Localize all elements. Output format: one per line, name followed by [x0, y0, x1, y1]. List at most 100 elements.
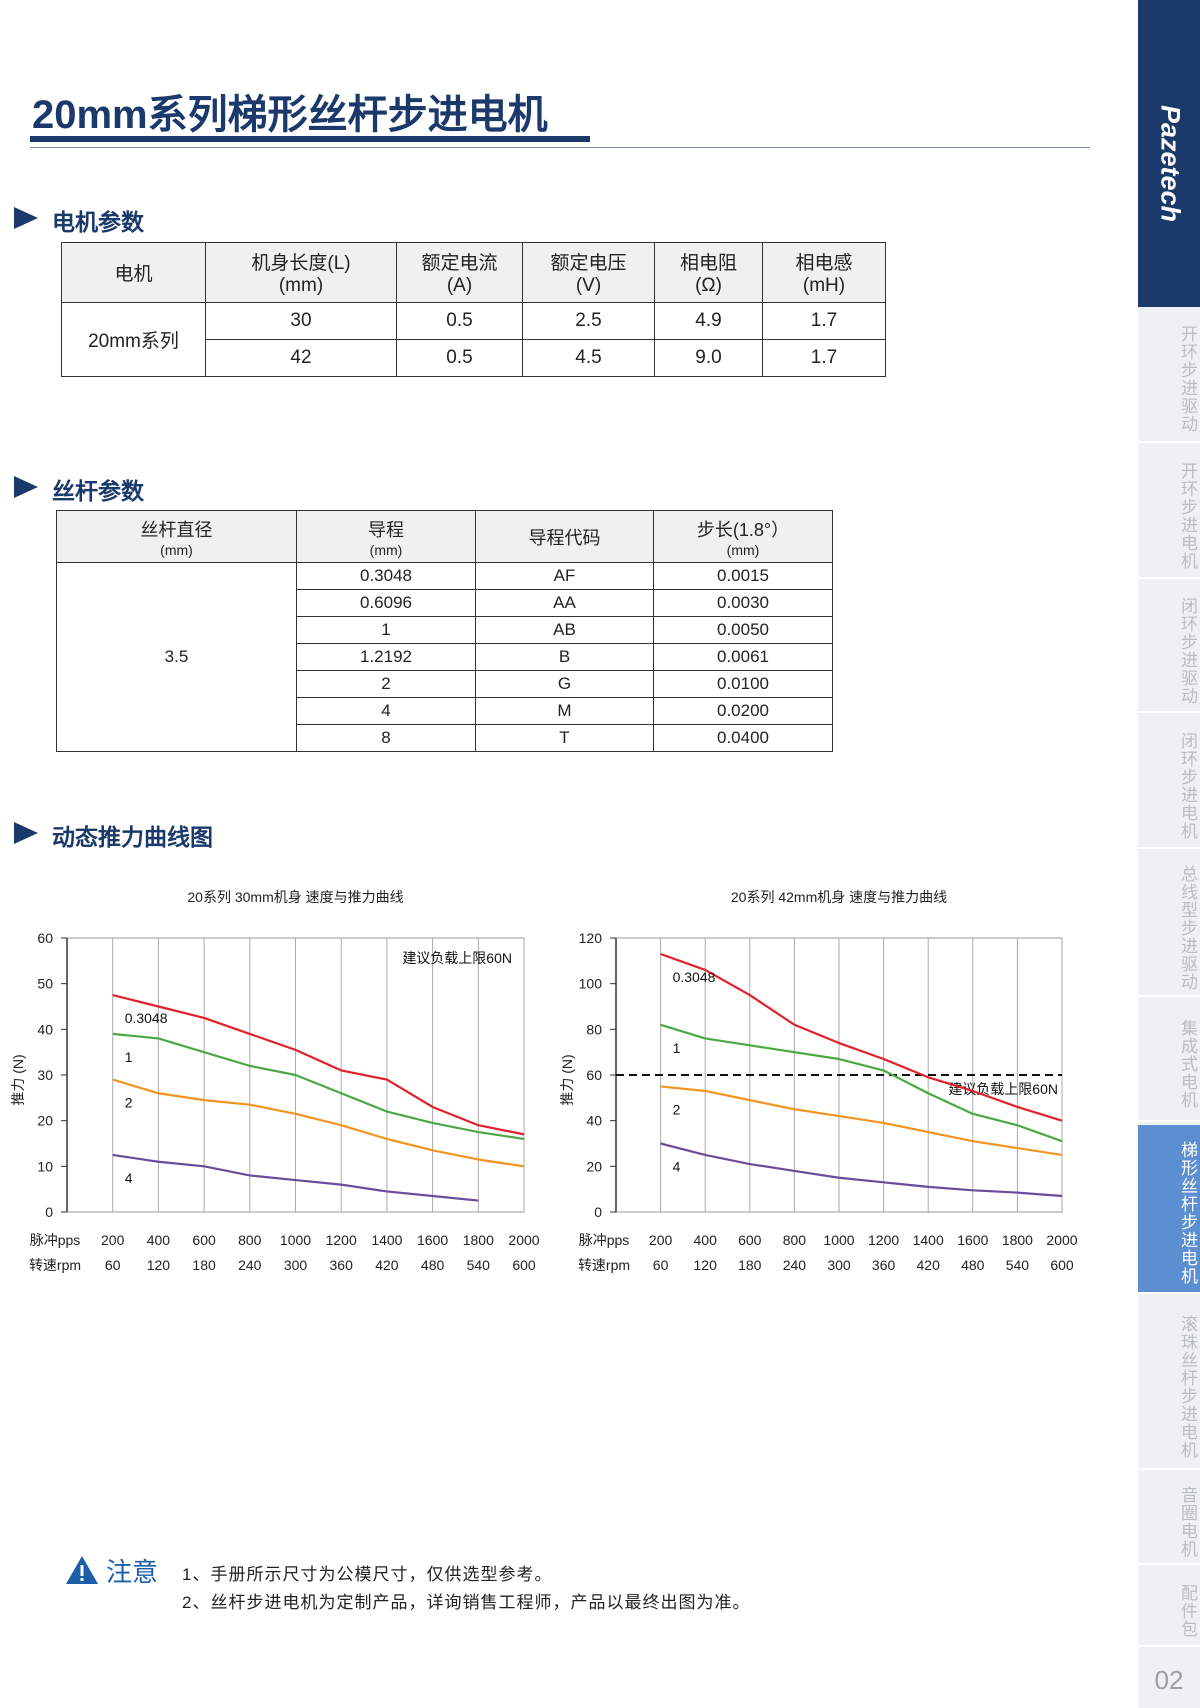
screw-table: 丝杆直径 (mm) 导程 (mm) 导程代码 步长(1.8°） (mm) 3.5 0.3048 A… — [56, 510, 833, 752]
cell: 0.0061 — [653, 643, 833, 671]
section-title: 丝杆参数 — [52, 478, 144, 504]
header-text: 相电阻 — [679, 253, 737, 274]
nav-item: 滚珠丝杆步进电机 — [1138, 1297, 1200, 1470]
row: 4 M 0.0200 — [57, 697, 833, 725]
chart-title: 20系列 30mm机身 速度与推力曲线 — [187, 889, 403, 905]
header-unit: (Ω) — [695, 275, 722, 296]
series-line — [660, 952, 1063, 1122]
x2-tick-label: 300 — [827, 1257, 851, 1273]
header-text: 步长(1.8°） — [696, 519, 790, 540]
row: 3.5 0.3048 AF 0.0015 — [56, 562, 833, 752]
header-text: 导程代码 — [528, 527, 601, 548]
section-marker — [14, 476, 38, 498]
brand-block — [1138, 0, 1200, 307]
cell: 0.0400 — [653, 724, 833, 752]
y-tick-label: 40 — [37, 1021, 53, 1037]
nav-item: 总线型步进驱动 — [1138, 852, 1200, 997]
header-unit: (mH) — [802, 275, 846, 296]
cell: 30 — [205, 302, 397, 340]
x2-tick-label: 60 — [105, 1257, 121, 1273]
page-title: 20mm系列梯形丝杆步进电机 — [32, 93, 548, 137]
nav-item: 闭环步进驱动 — [1138, 582, 1200, 713]
sidebar: Pazetech 开环步进驱动 开环步进电机 闭环步进驱动 闭环步进电机 总线型步进驱动… — [1138, 0, 1200, 1708]
x-axis-label: 脉冲pps — [30, 1232, 81, 1248]
x2-tick-label: 600 — [1050, 1257, 1074, 1273]
cell: 1.2192 — [296, 643, 476, 671]
header-unit: (mm) — [369, 541, 403, 558]
nav-item: 音圈电机 — [1138, 1473, 1200, 1565]
series-line — [112, 1153, 479, 1202]
header-cell: 步长(1.8°） (mm) — [653, 510, 833, 563]
x-tick-label: 800 — [238, 1232, 262, 1248]
series-line — [112, 994, 525, 1136]
row: 8 T 0.0400 — [57, 724, 833, 752]
x2-tick-label: 120 — [694, 1257, 718, 1273]
cell: 0.5 — [396, 339, 523, 377]
series-label: 2 — [125, 1095, 133, 1111]
series-line — [112, 1078, 525, 1168]
row: 1.2192 B 0.0061 — [57, 643, 833, 671]
cell: 4.5 — [522, 339, 655, 377]
header-unit: (mm) — [278, 275, 324, 296]
x2-tick-label: 240 — [783, 1257, 807, 1273]
cell: 1 — [296, 616, 476, 644]
x-tick-label: 2000 — [1046, 1232, 1077, 1248]
annotation: 建议负载上限60N — [402, 950, 512, 966]
nav-item: 集成式电机 — [1138, 1000, 1200, 1122]
x-tick-label: 1800 — [463, 1232, 494, 1248]
page-number: 02 — [1154, 1665, 1184, 1695]
x-tick-label: 600 — [192, 1232, 216, 1248]
x-tick-label: 600 — [738, 1232, 762, 1248]
cell: AB — [475, 616, 654, 644]
x-tick-label: 400 — [694, 1232, 718, 1248]
header-text: 额定电流 — [421, 253, 498, 274]
x-tick-label: 1200 — [326, 1232, 357, 1248]
nav-item: 配件包 — [1138, 1568, 1200, 1647]
y-tick-label: 60 — [586, 1067, 602, 1083]
cell: 0.6096 — [296, 589, 476, 617]
header-cell: 丝杆直径 (mm) — [56, 510, 297, 563]
header-text: 额定电压 — [550, 253, 627, 274]
nav-item: 开环步进电机 — [1138, 446, 1200, 579]
header-cell: 相电阻 (Ω) — [654, 242, 763, 303]
header-cell: 机身长度(L) (mm) — [205, 242, 397, 303]
section-marker — [14, 207, 38, 229]
cell: B — [475, 643, 654, 671]
header-cell: 额定电压 (V) — [522, 242, 655, 303]
row: 0.6096 AA 0.0030 — [57, 589, 833, 617]
x-tick-label: 1600 — [417, 1232, 448, 1248]
y-tick-label: 40 — [586, 1113, 602, 1129]
series-line — [112, 1032, 525, 1141]
header-text: 相电感 — [795, 253, 853, 274]
row: 2 G 0.0100 — [57, 670, 833, 698]
nav-item: 开环步进驱动 — [1138, 309, 1200, 443]
header-unit: (mm) — [726, 541, 760, 558]
header-text: 机身长度(L) — [251, 253, 351, 274]
y-tick-label: 20 — [586, 1158, 602, 1174]
brand: Pazetech — [1155, 104, 1186, 223]
section-title: 动态推力曲线图 — [52, 824, 213, 850]
header-unit: (A) — [446, 275, 473, 296]
series-label: 4 — [125, 1170, 133, 1186]
header-text: 丝杆直径 — [140, 519, 213, 540]
nav-item: 闭环步进电机 — [1138, 716, 1200, 849]
chart: 20系列 42mm机身 速度与推力曲线200604001206001808002… — [560, 889, 1078, 1273]
series-label: 1 — [673, 1040, 681, 1056]
chart-title: 20系列 42mm机身 速度与推力曲线 — [731, 889, 947, 905]
cell: 0.5 — [396, 302, 523, 340]
x2-tick-label: 360 — [330, 1257, 354, 1273]
x-tick-label: 800 — [783, 1232, 807, 1248]
x2-tick-label: 120 — [147, 1257, 171, 1273]
header-text: 导程 — [368, 519, 404, 540]
x2-tick-label: 540 — [467, 1257, 491, 1273]
x-tick-label: 200 — [101, 1232, 125, 1248]
x2-tick-label: 300 — [284, 1257, 308, 1273]
x-tick-label: 1400 — [913, 1232, 944, 1248]
cell: 0.0030 — [653, 589, 833, 617]
cell: 0.0050 — [653, 616, 833, 644]
cell: 9.0 — [654, 339, 763, 377]
nav-item: 梯形丝杆步进电机 — [1138, 1125, 1200, 1294]
header-cell: 电机 — [61, 242, 206, 303]
header-cell: 相电感 (mH) — [762, 242, 886, 303]
